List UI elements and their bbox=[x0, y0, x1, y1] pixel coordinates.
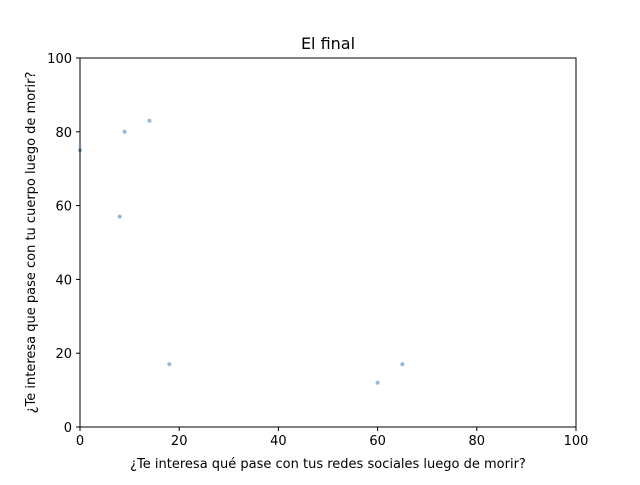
y-axis-ticks: 0 20 40 60 80 100 bbox=[47, 52, 80, 436]
x-axis-ticks: 0 20 40 60 80 100 bbox=[76, 427, 589, 449]
x-tick-label: 20 bbox=[171, 434, 188, 449]
y-tick-label: 0 bbox=[64, 421, 72, 436]
y-tick-label: 60 bbox=[55, 200, 72, 215]
x-tick-label: 80 bbox=[469, 434, 486, 449]
x-tick-label: 100 bbox=[564, 434, 589, 449]
data-point bbox=[117, 214, 122, 219]
chart-title: El final bbox=[301, 34, 355, 53]
x-tick-label: 60 bbox=[369, 434, 386, 449]
y-tick-label: 20 bbox=[55, 347, 72, 362]
data-point bbox=[147, 118, 152, 123]
data-point bbox=[122, 129, 127, 134]
y-tick-label: 100 bbox=[47, 52, 72, 67]
x-tick-label: 0 bbox=[76, 434, 84, 449]
plot-frame bbox=[79, 57, 577, 428]
y-tick-label: 40 bbox=[55, 273, 72, 288]
x-axis-label: ¿Te interesa qué pase con tus redes soci… bbox=[130, 457, 526, 472]
y-axis-label: ¿Te interesa que pase con tu cuerpo lueg… bbox=[24, 72, 39, 414]
data-point bbox=[375, 380, 380, 385]
y-tick-label: 80 bbox=[55, 126, 72, 141]
x-tick-label: 40 bbox=[270, 434, 287, 449]
data-point bbox=[400, 362, 405, 367]
data-point bbox=[167, 362, 172, 367]
data-points bbox=[78, 118, 405, 385]
